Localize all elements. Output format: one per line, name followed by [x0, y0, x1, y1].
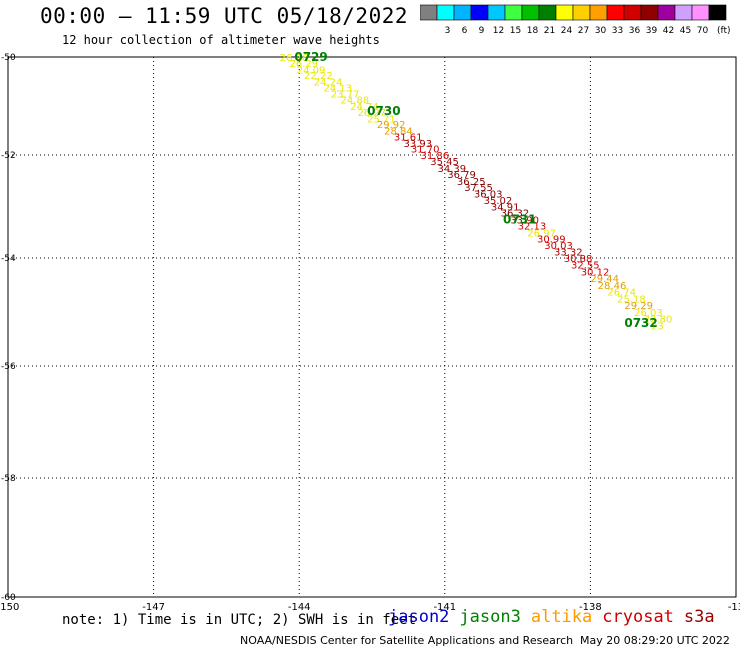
wave-height-point: 29.92: [377, 120, 406, 131]
colorbar-swatch: [708, 4, 727, 21]
pass-time-label: 0729: [294, 50, 327, 64]
wave-height-point: 23.77: [331, 89, 360, 100]
pass-time-label: 0732: [624, 316, 657, 330]
colorbar-unit: (ft): [717, 26, 730, 36]
wave-height-point: 22.80: [644, 314, 673, 325]
wave-height-point: 23: [651, 322, 664, 333]
wave-height-point: 24.24: [314, 78, 343, 89]
x-tick-label: -150: [0, 602, 19, 613]
wave-height-point: 32.13: [518, 222, 547, 233]
mission-legend: jason2 jason3 altika cryosat s3a: [388, 607, 725, 627]
y-tick-label: -52: [1, 151, 16, 161]
wave-height-point: 26.74: [607, 287, 636, 298]
wave-height-point: 28.84: [384, 127, 413, 138]
colorbar-tick-label: 9: [479, 26, 485, 36]
wave-height-point: 26.03: [634, 308, 663, 319]
wave-height-point: 31.61: [394, 132, 423, 143]
wave-height-point: 31.70: [411, 145, 440, 156]
wave-height-point: 24.09: [297, 65, 326, 76]
wave-height-point: 25.18: [617, 295, 646, 306]
x-tick-label: -141: [433, 602, 456, 613]
wave-height-point: 25.71: [367, 114, 396, 125]
colorbar-tick-label: 45: [680, 26, 691, 36]
wave-height-point: 33.93: [404, 139, 433, 150]
mission-label: jason2: [388, 607, 450, 627]
mission-label: jason3: [459, 607, 521, 627]
wave-height-point: 33.90: [510, 215, 539, 226]
colorbar-tick-label: 70: [697, 26, 709, 36]
colorbar-tick-label: 3: [445, 26, 451, 36]
mission-label: altika: [530, 607, 593, 627]
y-tick-label: -56: [1, 362, 16, 372]
chart-title: 00:00 – 11:59 UTC 05/18/2022: [40, 4, 409, 28]
wave-height-point: 24.13: [323, 83, 352, 94]
wave-height-point: 26.76: [280, 53, 309, 64]
wave-height-point: 35.02: [484, 196, 513, 207]
wave-height-point: 26.29: [289, 59, 318, 70]
x-tick-label: -147: [142, 602, 165, 613]
wave-height-point: 26.97: [527, 228, 556, 239]
wave-height-point: 29.44: [590, 274, 619, 285]
y-tick-label: -58: [1, 474, 16, 484]
colorbar-tick-label: 6: [462, 26, 468, 36]
wave-height-point: 30.99: [537, 234, 566, 245]
wave-height-point: 35.45: [430, 157, 459, 168]
wave-height-point: 22.22: [304, 71, 333, 82]
wave-height-point: 34.91: [491, 203, 520, 214]
mission-label: cryosat: [602, 607, 674, 627]
y-tick-label: -60: [1, 593, 16, 603]
wave-height-point: 32.55: [571, 260, 600, 271]
colorbar-tick-label: 24: [561, 26, 573, 36]
chart-subtitle: 12 hour collection of altimeter wave hei…: [62, 33, 380, 47]
pass-time-label: 0730: [367, 104, 400, 118]
wave-height-point: 36.32: [501, 209, 530, 220]
wave-height-point: 31.86: [421, 151, 450, 162]
colorbar-tick-label: 18: [527, 26, 539, 36]
colorbar-tick-label: 12: [493, 26, 504, 36]
wave-height-point: 37.55: [464, 183, 493, 194]
colorbar-tick-label: 33: [612, 26, 623, 36]
colorbar-tick-label: 21: [544, 26, 555, 36]
colorbar-tick-label: 30: [595, 26, 607, 36]
wave-height-point: 24.74: [350, 102, 379, 113]
wave-height-point: 33.32: [554, 247, 583, 258]
generated-timestamp: May 20 08:29:20 UTC 2022: [580, 634, 730, 647]
wave-height-point: 30.03: [544, 241, 573, 252]
wave-height-point: 36.03: [474, 190, 503, 201]
wave-height-point: 29.29: [624, 301, 653, 312]
wave-height-point: 28.46: [598, 281, 627, 292]
wave-height-point: 24.88: [340, 96, 369, 107]
colorbar-tick-label: 42: [663, 26, 674, 36]
wave-height-point: 30.12: [581, 268, 610, 279]
colorbar-tick-label: 27: [578, 26, 589, 36]
x-tick-label: -144: [288, 602, 311, 613]
credit-text: NOAA/NESDIS Center for Satellite Applica…: [240, 634, 574, 647]
wave-height-point: 26.27: [357, 108, 386, 119]
wave-height-point: 30.88: [564, 254, 593, 265]
footnote: note: 1) Time is in UTC; 2) SWH is in fe…: [62, 612, 417, 628]
wave-height-point: 34.39: [438, 164, 467, 175]
pass-time-label: 0731: [503, 212, 536, 226]
mission-label: s3a: [683, 607, 715, 627]
y-tick-label: -50: [1, 53, 16, 63]
y-tick-label: -54: [1, 254, 16, 264]
colorbar-tick-label: 15: [510, 26, 521, 36]
wave-height-colorbar: 3 6 9 12 15 18 21 24 27 30 33 36 39 42 45 70 (ft): [420, 4, 730, 36]
x-tick-label: -13: [728, 602, 740, 613]
colorbar-tick-label: 36: [629, 26, 641, 36]
wave-height-point: 36.79: [447, 170, 476, 181]
x-tick-label: -138: [579, 602, 602, 613]
colorbar-tick-label: 39: [646, 26, 658, 36]
wave-height-point: 36.25: [457, 177, 486, 188]
